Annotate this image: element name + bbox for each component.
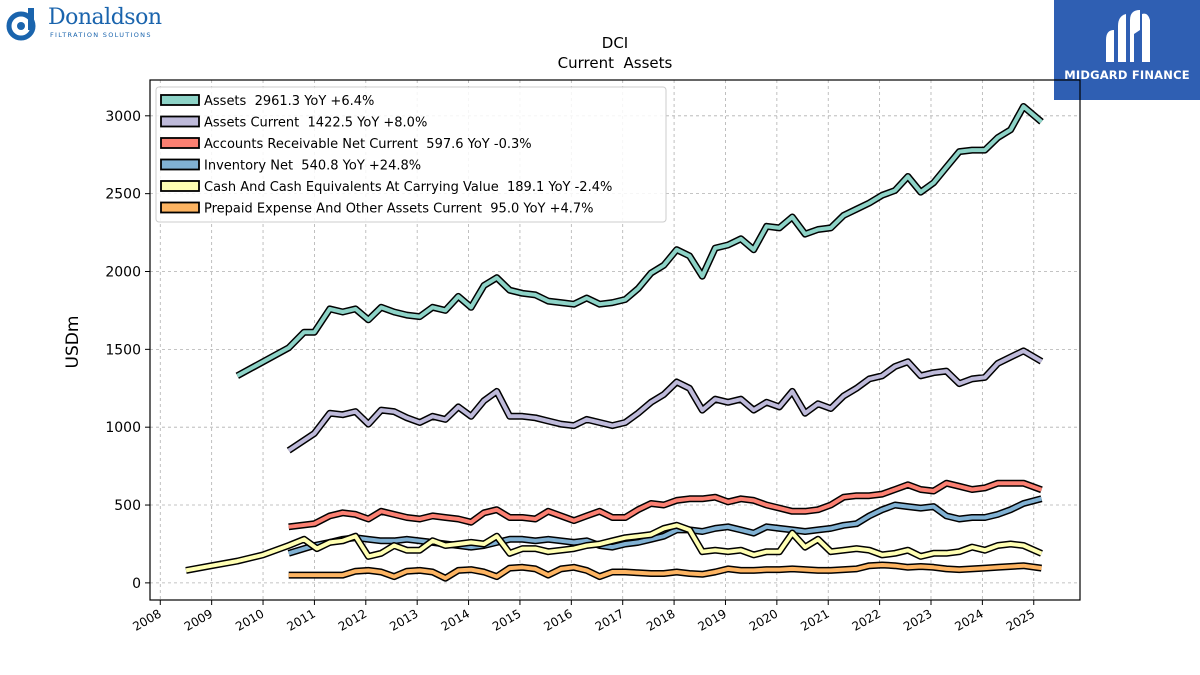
chart-title: DCI [602, 34, 628, 52]
x-tick-label: 2012 [336, 606, 369, 633]
x-tick-label: 2011 [284, 606, 317, 633]
y-tick-label: 1500 [105, 342, 141, 358]
x-tick-label: 2017 [593, 606, 626, 633]
x-tick-label: 2023 [901, 606, 934, 633]
legend-entry: Prepaid Expense And Other Assets Current… [204, 202, 594, 217]
x-tick-label: 2024 [952, 606, 985, 633]
series-line [235, 103, 1044, 379]
x-tick-label: 2009 [182, 606, 215, 633]
y-tick-label: 3000 [105, 109, 141, 125]
legend-entry: Inventory Net 540.8 YoY +24.8% [204, 159, 421, 174]
series-lines [185, 103, 1044, 582]
donaldson-mark-icon [6, 8, 36, 41]
x-tick-label: 2014 [439, 606, 472, 633]
x-tick-label: 2016 [541, 606, 574, 633]
y-axis-label: USDm [63, 316, 83, 369]
x-tick-label: 2021 [798, 606, 831, 633]
x-tick-label: 2019 [696, 606, 729, 633]
legend-entry: Assets Current 1422.5 YoY +8.0% [204, 116, 427, 131]
plot-frame [149, 79, 1081, 601]
y-tick-label: 500 [114, 498, 141, 514]
series-line [288, 479, 1043, 531]
legend-swatch [160, 158, 200, 171]
y-tick-label: 1000 [105, 420, 141, 436]
series-line [286, 347, 1044, 454]
donaldson-logo: Donaldson FILTRATION SOLUTIONS [4, 4, 174, 44]
series-line [185, 521, 1043, 574]
y-tick-label: 0 [132, 576, 141, 592]
legend-entry: Cash And Cash Equivalents At Carrying Va… [204, 180, 612, 195]
x-tick-label: 2008 [130, 606, 163, 633]
donaldson-wordmark: Donaldson [48, 5, 162, 30]
x-tick-label: 2022 [850, 606, 883, 633]
legend-box [155, 86, 667, 223]
midgard-finance-logo: MIDGARD FINANCE [1054, 0, 1200, 100]
donaldson-tagline: FILTRATION SOLUTIONS [50, 31, 152, 39]
series-line [288, 561, 1042, 582]
legend-entry: Accounts Receivable Net Current 597.6 Yo… [204, 137, 532, 152]
legend: Assets 2961.3 YoY +6.4% Assets Current 14… [155, 86, 667, 223]
x-tick-label: 2013 [387, 606, 420, 633]
x-tick-label: 2018 [644, 606, 677, 633]
x-axis-ticks: 2008 2009 2010 2011 2012 2013 2014 2015 2016 2017… [130, 600, 1037, 634]
gridlines [150, 80, 1080, 600]
legend-swatch [160, 94, 200, 106]
x-tick-label: 2015 [490, 606, 523, 633]
chart-subtitle: Current Assets [558, 54, 673, 72]
legend-entry: Assets 2961.3 YoY +6.4% [204, 94, 374, 109]
y-tick-label: 2500 [105, 187, 141, 203]
midgard-finance-label: MIDGARD FINANCE [1064, 68, 1190, 82]
legend-swatch [160, 137, 200, 149]
midgard-mark-icon [1106, 10, 1150, 63]
legend-swatch [160, 115, 200, 128]
legend-swatch [160, 180, 200, 192]
y-axis-ticks: 0 500 1000 1500 2000 2500 3000 [105, 109, 150, 592]
x-tick-label: 2010 [233, 606, 266, 633]
y-tick-label: 2000 [105, 264, 141, 280]
legend-swatch [160, 201, 200, 214]
x-tick-label: 2020 [747, 606, 780, 633]
x-tick-label: 2025 [1004, 606, 1037, 633]
